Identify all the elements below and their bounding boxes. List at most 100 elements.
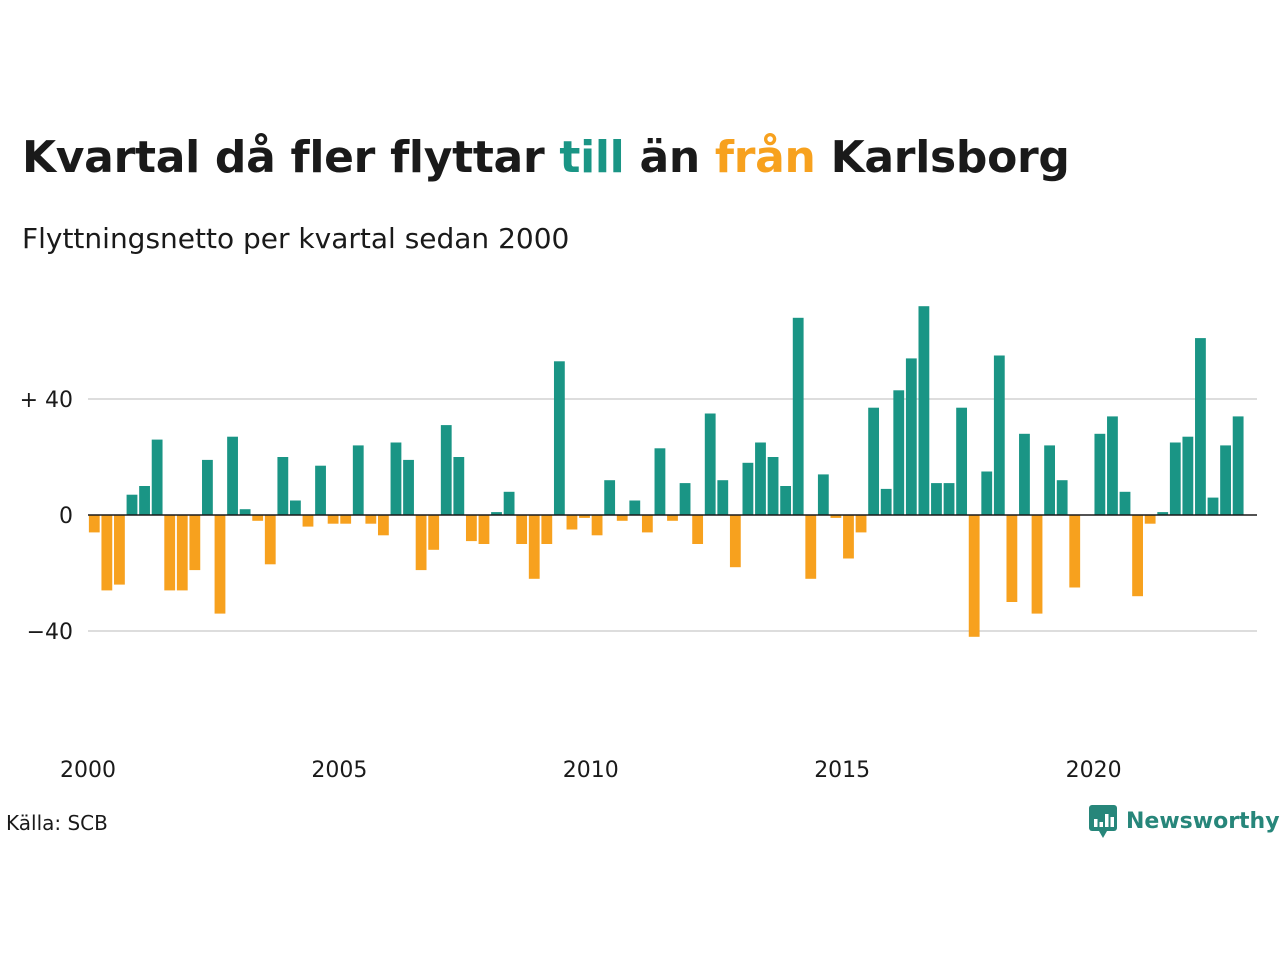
newsworthy-logo-icon xyxy=(1089,805,1117,838)
bar xyxy=(139,486,150,515)
bar xyxy=(1195,338,1206,515)
bar xyxy=(1069,515,1081,588)
bar xyxy=(1006,515,1018,602)
bar xyxy=(604,480,616,515)
bar xyxy=(277,457,289,515)
source-note: Källa: SCB xyxy=(6,811,108,835)
bar xyxy=(465,515,477,542)
bar xyxy=(377,515,389,536)
bar xyxy=(817,474,829,515)
newsworthy-logo: Newsworthy xyxy=(1088,803,1280,839)
bar xyxy=(290,500,301,515)
grid-lines xyxy=(88,398,1257,632)
bar xyxy=(918,306,930,515)
bar xyxy=(541,515,553,544)
bar-chart: + 40 0 −40 2000 2005 2010 2015 2020 xyxy=(20,306,1257,783)
bar xyxy=(717,480,729,515)
x-tick-label: 2005 xyxy=(311,758,367,783)
bar xyxy=(503,491,515,515)
bar xyxy=(264,515,276,565)
bar xyxy=(579,515,590,518)
bar xyxy=(352,445,364,515)
bar xyxy=(88,515,100,533)
bar xyxy=(792,317,804,515)
bar xyxy=(126,494,138,515)
bar xyxy=(491,512,502,515)
bar xyxy=(390,442,402,515)
x-tick-label: 2015 xyxy=(814,758,870,783)
bar xyxy=(189,515,201,571)
title-word-positive: till xyxy=(559,132,625,183)
bar xyxy=(830,515,842,518)
bar xyxy=(453,457,465,515)
bar xyxy=(553,361,565,515)
bar xyxy=(516,515,528,544)
y-axis-ticks: + 40 0 −40 xyxy=(20,388,73,645)
bar xyxy=(566,515,578,530)
bar xyxy=(591,515,603,536)
x-axis-ticks: 2000 2005 2010 2015 2020 xyxy=(60,758,1122,783)
bar xyxy=(315,465,326,515)
bar xyxy=(755,442,766,515)
title-text-end: Karlsborg xyxy=(815,132,1070,183)
bar xyxy=(214,515,226,614)
bar xyxy=(176,515,188,591)
bar xyxy=(151,439,163,515)
bar xyxy=(729,515,741,568)
bar xyxy=(981,471,993,515)
bar xyxy=(868,407,880,515)
chart-subtitle: Flyttningsnetto per kvartal sedan 2000 xyxy=(22,222,570,255)
bar xyxy=(1132,515,1143,597)
bar xyxy=(1031,515,1043,614)
x-tick-label: 2020 xyxy=(1066,758,1122,783)
bar xyxy=(993,355,1005,515)
y-tick-label: + 40 xyxy=(20,388,73,413)
bar xyxy=(843,515,854,559)
bar xyxy=(1094,433,1106,515)
bar xyxy=(880,488,892,515)
title-text-start: Kvartal då fler flyttar xyxy=(22,132,560,183)
bar xyxy=(742,462,754,515)
bar xyxy=(629,500,641,515)
bar xyxy=(302,515,314,527)
bars xyxy=(88,306,1244,637)
bar xyxy=(767,457,779,515)
bar xyxy=(893,390,905,515)
bar xyxy=(968,515,980,637)
bar xyxy=(1044,445,1055,515)
bar xyxy=(1144,515,1156,524)
bar xyxy=(478,515,490,544)
bar xyxy=(239,509,251,515)
bar xyxy=(780,486,792,515)
bar xyxy=(654,448,666,515)
bar xyxy=(428,515,440,550)
bar xyxy=(1056,480,1068,515)
bar xyxy=(1107,416,1118,515)
title-text-middle: än xyxy=(624,132,715,183)
bar xyxy=(415,515,427,571)
bar xyxy=(1220,445,1231,515)
bar xyxy=(956,407,968,515)
bar xyxy=(1182,436,1194,515)
bar xyxy=(252,515,264,521)
bar xyxy=(227,436,238,515)
bar xyxy=(805,515,817,579)
chart-title: Kvartal då fler flyttar till än från Kar… xyxy=(22,132,1070,183)
bar xyxy=(340,515,352,524)
bar xyxy=(943,483,955,515)
bar xyxy=(327,515,339,524)
bar xyxy=(1019,433,1030,515)
bar xyxy=(365,515,377,524)
bar xyxy=(1232,416,1244,515)
bar xyxy=(164,515,176,591)
bar xyxy=(114,515,125,585)
bar xyxy=(667,515,678,521)
bar xyxy=(931,483,942,515)
bar xyxy=(528,515,540,579)
title-word-negative: från xyxy=(714,132,816,183)
y-tick-label: −40 xyxy=(27,620,73,645)
bar xyxy=(1207,497,1219,515)
bar xyxy=(403,459,414,515)
newsworthy-logo-text: Newsworthy xyxy=(1126,808,1280,834)
bar xyxy=(905,358,917,515)
